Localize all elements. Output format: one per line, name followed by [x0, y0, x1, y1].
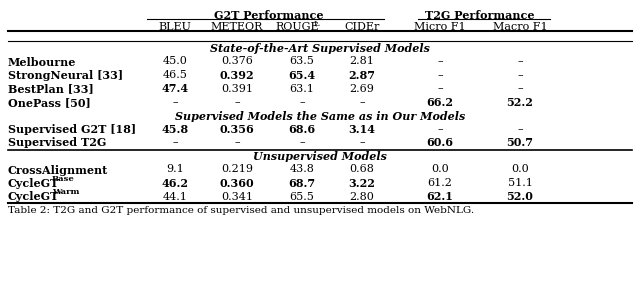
Text: 62.1: 62.1	[427, 192, 453, 203]
Text: 0.68: 0.68	[349, 164, 374, 174]
Text: StrongNeural [33]: StrongNeural [33]	[8, 70, 123, 81]
Text: 0.341: 0.341	[221, 192, 253, 201]
Text: –: –	[234, 97, 240, 107]
Text: –: –	[517, 84, 523, 93]
Text: CycleGT: CycleGT	[8, 178, 60, 189]
Text: Table 2: T2G and G2T performance of supervised and unsupervised models on WebNLG: Table 2: T2G and G2T performance of supe…	[8, 206, 474, 215]
Text: 52.2: 52.2	[507, 97, 533, 108]
Text: 43.8: 43.8	[289, 164, 314, 174]
Text: Melbourne: Melbourne	[8, 56, 76, 68]
Text: Supervised G2T [18]: Supervised G2T [18]	[8, 124, 136, 135]
Text: 9.1: 9.1	[166, 164, 184, 174]
Text: –: –	[437, 124, 443, 134]
Text: –: –	[359, 97, 365, 107]
Text: 65.5: 65.5	[289, 192, 314, 201]
Text: –: –	[172, 97, 178, 107]
Text: 60.6: 60.6	[426, 137, 454, 148]
Text: BestPlan [33]: BestPlan [33]	[8, 84, 93, 95]
Text: –: –	[437, 84, 443, 93]
Text: 0.391: 0.391	[221, 84, 253, 93]
Text: 66.2: 66.2	[426, 97, 454, 108]
Text: 2.81: 2.81	[349, 56, 374, 66]
Text: 0.219: 0.219	[221, 164, 253, 174]
Text: Warm: Warm	[52, 188, 79, 196]
Text: 0.392: 0.392	[220, 70, 254, 81]
Text: BLEU: BLEU	[159, 22, 191, 32]
Text: Supervised T2G: Supervised T2G	[8, 137, 106, 148]
Text: G2T Performance: G2T Performance	[214, 10, 323, 21]
Text: 68.6: 68.6	[289, 124, 316, 135]
Text: Unsupervised Models: Unsupervised Models	[253, 151, 387, 162]
Text: 46.5: 46.5	[163, 70, 188, 80]
Text: 63.1: 63.1	[289, 84, 314, 93]
Text: 65.4: 65.4	[289, 70, 316, 81]
Text: 0.0: 0.0	[511, 164, 529, 174]
Text: –: –	[234, 137, 240, 148]
Text: 63.5: 63.5	[289, 56, 314, 66]
Text: Base: Base	[52, 175, 75, 183]
Text: –: –	[359, 137, 365, 148]
Text: 0.376: 0.376	[221, 56, 253, 66]
Text: 2.69: 2.69	[349, 84, 374, 93]
Text: 45.0: 45.0	[163, 56, 188, 66]
Text: –: –	[437, 70, 443, 80]
Text: CIDEr: CIDEr	[344, 22, 380, 32]
Text: –: –	[517, 70, 523, 80]
Text: 46.2: 46.2	[161, 178, 189, 189]
Text: 0.0: 0.0	[431, 164, 449, 174]
Text: 2.87: 2.87	[349, 70, 376, 81]
Text: 0.360: 0.360	[220, 178, 254, 189]
Text: 61.2: 61.2	[428, 178, 452, 188]
Text: ROUGE: ROUGE	[275, 22, 319, 32]
Text: 51.1: 51.1	[508, 178, 532, 188]
Text: Supervised Models the Same as in Our Models: Supervised Models the Same as in Our Mod…	[175, 111, 465, 121]
Text: 0.356: 0.356	[220, 124, 254, 135]
Text: Micro F1: Micro F1	[414, 22, 466, 32]
Text: CrossAlignment: CrossAlignment	[8, 164, 108, 176]
Text: L: L	[313, 20, 319, 28]
Text: METEOR: METEOR	[211, 22, 263, 32]
Text: OnePass [50]: OnePass [50]	[8, 97, 91, 108]
Text: 3.22: 3.22	[349, 178, 376, 189]
Text: –: –	[299, 97, 305, 107]
Text: CycleGT: CycleGT	[8, 192, 60, 203]
Text: –: –	[299, 137, 305, 148]
Text: –: –	[517, 124, 523, 134]
Text: 2.80: 2.80	[349, 192, 374, 201]
Text: –: –	[517, 56, 523, 66]
Text: 44.1: 44.1	[163, 192, 188, 201]
Text: 52.0: 52.0	[507, 192, 533, 203]
Text: –: –	[437, 56, 443, 66]
Text: T2G Performance: T2G Performance	[425, 10, 535, 21]
Text: 3.14: 3.14	[349, 124, 376, 135]
Text: 50.7: 50.7	[506, 137, 534, 148]
Text: Macro F1: Macro F1	[493, 22, 547, 32]
Text: 47.4: 47.4	[161, 84, 189, 95]
Text: 68.7: 68.7	[289, 178, 316, 189]
Text: 45.8: 45.8	[161, 124, 189, 135]
Text: –: –	[172, 137, 178, 148]
Text: State-of-the-Art Supervised Models: State-of-the-Art Supervised Models	[210, 43, 430, 54]
